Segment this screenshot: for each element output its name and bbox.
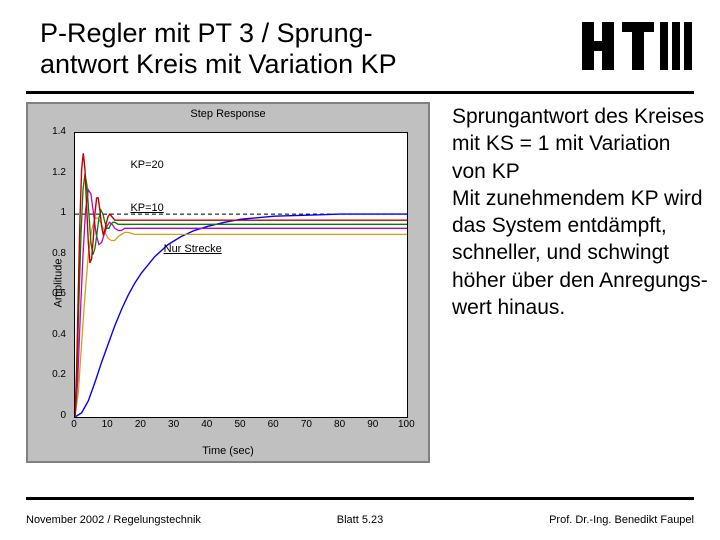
xtick: 0 bbox=[66, 419, 82, 430]
series-KP5 bbox=[75, 218, 407, 417]
ytick: 1 bbox=[60, 207, 66, 218]
xtick: 100 bbox=[398, 419, 414, 430]
xtick: 50 bbox=[232, 419, 248, 430]
rule-top bbox=[26, 91, 694, 94]
slide: P-Regler mit PT 3 / Sprung-antwort Kreis… bbox=[0, 0, 720, 540]
chart-frame: Step Response Amplitude Time (sec) 01020… bbox=[26, 102, 430, 463]
series-KP20 bbox=[75, 153, 407, 417]
series-KP15 bbox=[75, 174, 407, 417]
rule-bottom bbox=[26, 497, 694, 500]
series-plant bbox=[75, 214, 407, 417]
footer-right: Prof. Dr.-Ing. Benedikt Faupel bbox=[549, 514, 694, 526]
xtick: 80 bbox=[332, 419, 348, 430]
chart-annotation: Nur Strecke bbox=[164, 243, 222, 255]
body-text: Sprungantwort des Kreises mit KS = 1 mit… bbox=[452, 103, 710, 321]
htw-logo bbox=[582, 20, 692, 77]
xtick: 60 bbox=[265, 419, 281, 430]
chart-xlabel: Time (sec) bbox=[28, 445, 428, 457]
xtick: 10 bbox=[99, 419, 115, 430]
chart-title: Step Response bbox=[28, 108, 428, 120]
xtick: 90 bbox=[365, 419, 381, 430]
ytick: 0.8 bbox=[52, 248, 66, 259]
ytick: 0.6 bbox=[52, 288, 66, 299]
ytick: 0 bbox=[60, 410, 66, 421]
xtick: 40 bbox=[199, 419, 215, 430]
chart-annotation: KP=10 bbox=[130, 202, 163, 214]
ytick: 1.2 bbox=[52, 167, 66, 178]
xtick: 30 bbox=[166, 419, 182, 430]
xtick: 70 bbox=[298, 419, 314, 430]
ytick: 1.4 bbox=[52, 126, 66, 137]
ytick: 0.4 bbox=[52, 329, 66, 340]
xtick: 20 bbox=[132, 419, 148, 430]
plot-area bbox=[74, 132, 408, 418]
chart-ylabel: Amplitude bbox=[52, 258, 64, 307]
slide-title: P-Regler mit PT 3 / Sprung-antwort Kreis… bbox=[40, 18, 440, 80]
chart-annotation: KP=20 bbox=[130, 159, 163, 171]
ytick: 0.2 bbox=[52, 369, 66, 380]
